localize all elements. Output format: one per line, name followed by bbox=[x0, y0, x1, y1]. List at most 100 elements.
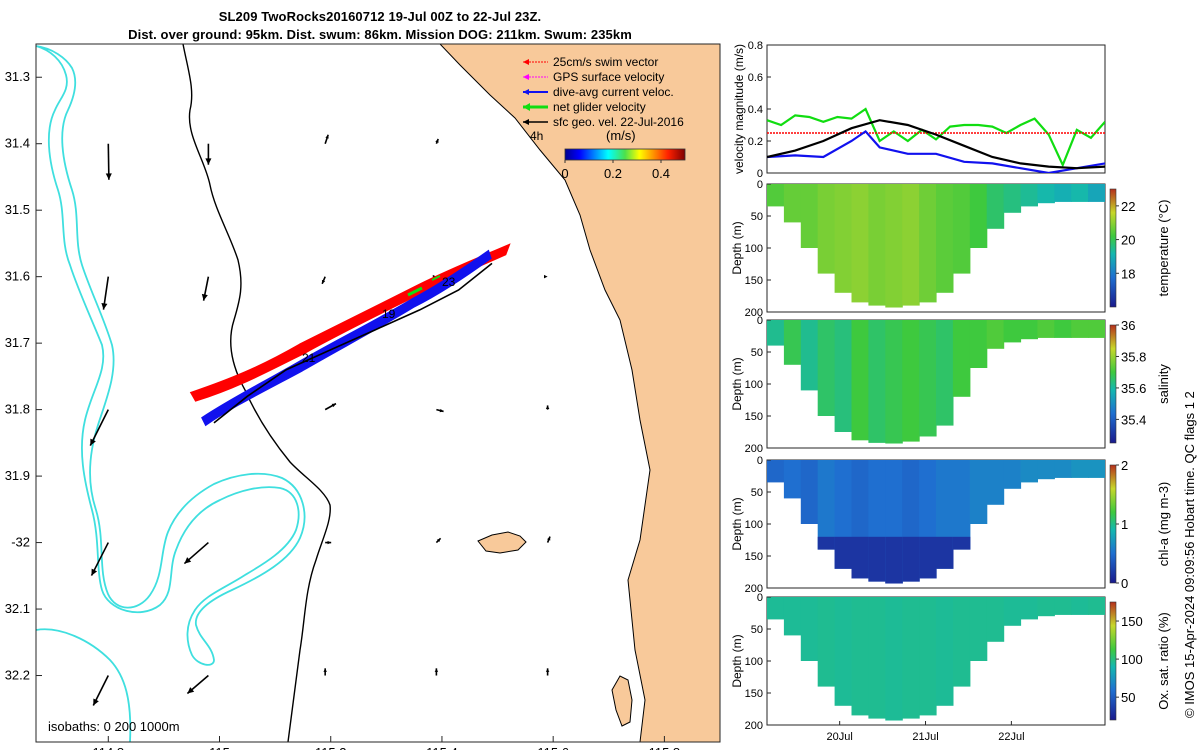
geo-vector-arrow bbox=[546, 536, 551, 543]
section-cell-deep bbox=[902, 536, 920, 582]
section-data bbox=[767, 460, 1105, 584]
section-cell bbox=[834, 320, 853, 432]
section-ylabel: Depth (m) bbox=[730, 497, 744, 550]
colorbar-tick-label: 22 bbox=[1121, 199, 1135, 214]
geo-vector-arrow bbox=[324, 134, 329, 144]
y-tick-label: 100 bbox=[745, 379, 763, 391]
track-label: 21 bbox=[302, 351, 316, 365]
colorbar-tick-label: 20 bbox=[1121, 233, 1135, 248]
legend-label: GPS surface velocity bbox=[553, 70, 664, 84]
y-tick-label: 200 bbox=[745, 307, 763, 319]
y-tick-label: 31.9 bbox=[5, 468, 30, 483]
x-tick-label: 115.8 bbox=[649, 745, 681, 750]
x-tick-label: 115.4 bbox=[426, 745, 458, 750]
section-data bbox=[767, 597, 1105, 721]
section-colorbar-label: chl-a (mg m-3) bbox=[1156, 482, 1171, 567]
y-tick-label: 50 bbox=[751, 624, 763, 636]
legend-note: 4h bbox=[530, 129, 543, 143]
colorbar-tick-label: 35.6 bbox=[1121, 381, 1146, 396]
section-cell bbox=[1054, 597, 1072, 615]
map-x-ticks: 114.8 115 115.2 115.4 115.6 115.8 bbox=[93, 736, 681, 750]
section-cell bbox=[919, 184, 937, 303]
section-cell bbox=[783, 320, 802, 365]
section-cell bbox=[952, 320, 971, 397]
x-tick-label: 20Jul bbox=[827, 731, 853, 743]
y-tick-label: 31.6 bbox=[5, 269, 30, 284]
velocity-series-line bbox=[767, 119, 1105, 170]
y-tick-label: -32 bbox=[11, 535, 30, 550]
section-cell bbox=[851, 320, 869, 441]
geo-vector-arrow bbox=[435, 138, 439, 144]
section-ylabel: Depth (m) bbox=[730, 634, 744, 687]
section-cell bbox=[1020, 184, 1038, 207]
section-cell bbox=[1037, 597, 1055, 617]
speed-colorbar-ticks: 0 0.2 0.4 bbox=[561, 160, 670, 181]
section-cell bbox=[1088, 184, 1105, 202]
section-cell bbox=[902, 597, 920, 719]
geo-vector-arrow bbox=[323, 668, 327, 676]
section-cell bbox=[1037, 320, 1055, 338]
legend-label: net glider velocity bbox=[553, 100, 646, 114]
section-cell bbox=[885, 597, 903, 721]
geo-vector-arrow bbox=[545, 405, 550, 410]
x-tick-label: 114.8 bbox=[93, 745, 125, 750]
land-mass bbox=[439, 44, 720, 742]
legend-entry-net: net glider velocity bbox=[523, 100, 646, 114]
y-tick-label: 0 bbox=[757, 592, 763, 604]
colorbar-tick-label: 100 bbox=[1121, 652, 1143, 667]
y-tick-label: 31.7 bbox=[5, 335, 30, 350]
y-tick-label: 150 bbox=[745, 551, 763, 563]
velocity-y-ticks: 0 0.2 0.4 0.6 0.8 bbox=[748, 40, 771, 180]
geo-vector-arrow bbox=[544, 274, 548, 279]
geo-velocity-vectors bbox=[89, 134, 551, 706]
map-legend: 25cm/s swim vector GPS surface velocity … bbox=[523, 55, 686, 181]
swim-vector-band bbox=[189, 243, 511, 402]
section-cell-deep bbox=[936, 536, 954, 569]
y-tick-label: 32.2 bbox=[5, 668, 30, 683]
section-cell bbox=[1020, 460, 1038, 483]
x-tick-label: 115.2 bbox=[315, 745, 347, 750]
glider-track-line bbox=[213, 262, 493, 424]
geo-vector-head bbox=[545, 668, 550, 672]
colorbar-tick-label: 0 bbox=[1121, 576, 1128, 591]
y-tick-label: 0 bbox=[757, 179, 763, 191]
section-cell bbox=[1088, 320, 1105, 338]
geo-vector-arrow bbox=[92, 675, 110, 706]
section-colorbar bbox=[1109, 601, 1117, 721]
section-cell bbox=[986, 597, 1005, 642]
y-tick-label: 50 bbox=[751, 211, 763, 223]
section-ylabel: Depth (m) bbox=[730, 357, 744, 410]
section-cell bbox=[986, 184, 1005, 229]
section-cell-deep bbox=[885, 536, 903, 584]
section-cell bbox=[969, 460, 988, 524]
section-cell bbox=[919, 597, 937, 716]
section-cell bbox=[952, 184, 971, 274]
y-tick-label: 50 bbox=[751, 487, 763, 499]
geo-vector-arrow bbox=[321, 276, 326, 285]
y-tick-label: 150 bbox=[745, 688, 763, 700]
section-cell bbox=[1003, 597, 1022, 626]
geo-vector-head bbox=[439, 408, 444, 413]
section-cell bbox=[1020, 597, 1038, 620]
island-south bbox=[611, 675, 633, 727]
geo-vector-head bbox=[187, 687, 195, 694]
geo-vector-arrow bbox=[434, 668, 439, 676]
section-cell bbox=[1003, 320, 1022, 343]
geo-vector-head bbox=[93, 698, 99, 706]
colorbar-tick-label: 50 bbox=[1121, 690, 1135, 705]
geo-vector-arrow bbox=[183, 541, 209, 565]
section-cell-deep bbox=[851, 536, 869, 579]
legend-label: dive-avg current veloc. bbox=[553, 85, 674, 99]
geo-vector-head bbox=[434, 668, 439, 672]
geo-vector-arrow bbox=[435, 537, 442, 544]
y-tick-label: 100 bbox=[745, 243, 763, 255]
y-tick-label: 0.4 bbox=[748, 104, 763, 116]
section-panel-oxygen-section: Depth (m) 0 50 100 150 200 50 100 150 Ox. sat. ra… bbox=[730, 592, 1171, 743]
legend-entry-sfc-geo: sfc geo. vel. 22-Jul-2016 bbox=[523, 115, 684, 129]
section-cell bbox=[952, 597, 971, 687]
section-cell-deep bbox=[868, 536, 886, 582]
section-cell bbox=[767, 460, 785, 483]
section-ylabel: Depth (m) bbox=[730, 221, 744, 274]
y-tick-label: 0.2 bbox=[748, 136, 763, 148]
